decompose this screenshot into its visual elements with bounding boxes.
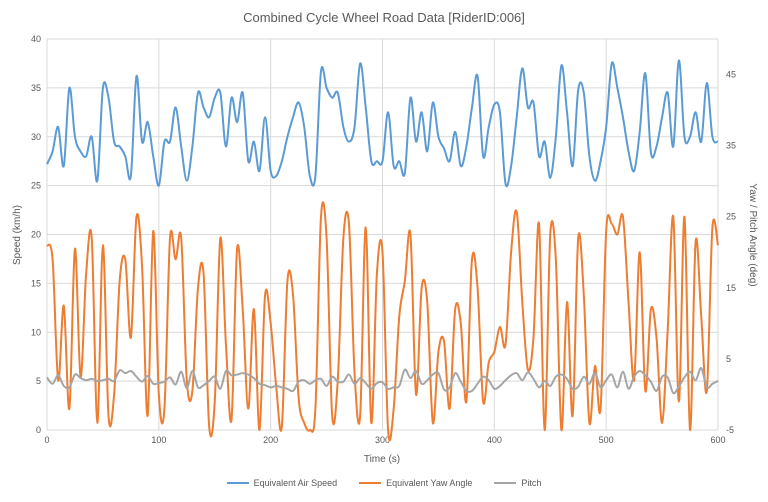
series-lines — [46, 59, 719, 442]
y2-tick-label: -5 — [726, 425, 734, 435]
x-tick-label: 100 — [151, 435, 166, 445]
air-speed-line — [46, 59, 719, 188]
y-tick-label: 5 — [36, 376, 41, 386]
y-tick-label: 35 — [31, 83, 41, 93]
y2-tick-label: 45 — [726, 70, 736, 80]
y2-tick-label: 15 — [726, 283, 736, 293]
y-tick-label: 0 — [36, 425, 41, 435]
legend-item-yaw-angle: Equivalent Yaw Angle — [359, 478, 472, 488]
legend-item-pitch: Pitch — [494, 478, 541, 488]
combined-line-chart: Combined Cycle Wheel Road Data [RiderID:… — [12, 10, 758, 465]
pitch-line — [46, 367, 719, 395]
y-axis-ticks: 0 5 10 15 20 25 30 35 40 — [31, 34, 41, 435]
legend-label: Equivalent Yaw Angle — [386, 478, 473, 488]
yaw-angle-line — [46, 201, 719, 442]
legend-swatch-air-speed — [226, 482, 249, 484]
y-tick-label: 15 — [31, 278, 41, 288]
y-tick-label: 30 — [31, 132, 41, 142]
y-tick-label: 20 — [31, 230, 41, 240]
legend-label: Pitch — [521, 478, 542, 488]
x-tick-label: 0 — [44, 435, 49, 445]
y2-axis-ticks: -5 5 15 25 35 45 — [726, 70, 736, 435]
y-tick-label: 25 — [31, 181, 41, 191]
chart-title: Combined Cycle Wheel Road Data [RiderID:… — [243, 10, 525, 25]
x-tick-label: 300 — [375, 435, 390, 445]
y-tick-label: 40 — [31, 34, 41, 44]
x-tick-label: 200 — [263, 435, 278, 445]
y2-tick-label: 5 — [726, 354, 731, 364]
legend: Equivalent Air Speed Equivalent Yaw Angl… — [0, 478, 768, 488]
x-tick-label: 600 — [710, 435, 725, 445]
x-axis-ticks: 0 100 200 300 400 500 600 — [44, 435, 725, 445]
legend-swatch-pitch — [494, 482, 517, 484]
legend-swatch-yaw-angle — [359, 482, 382, 484]
y2-tick-label: 25 — [726, 212, 736, 222]
y-axis-label: Speed (km/h) — [12, 205, 23, 265]
y2-tick-label: 35 — [726, 141, 736, 151]
legend-label: Equivalent Air Speed — [253, 478, 338, 488]
y-tick-label: 10 — [31, 327, 41, 337]
legend-item-air-speed: Equivalent Air Speed — [226, 478, 338, 488]
x-tick-label: 500 — [599, 435, 614, 445]
y2-axis-label: Yaw / Pitch Angle (deg) — [747, 183, 758, 286]
x-axis-label: Time (s) — [364, 454, 400, 465]
x-tick-label: 400 — [487, 435, 502, 445]
